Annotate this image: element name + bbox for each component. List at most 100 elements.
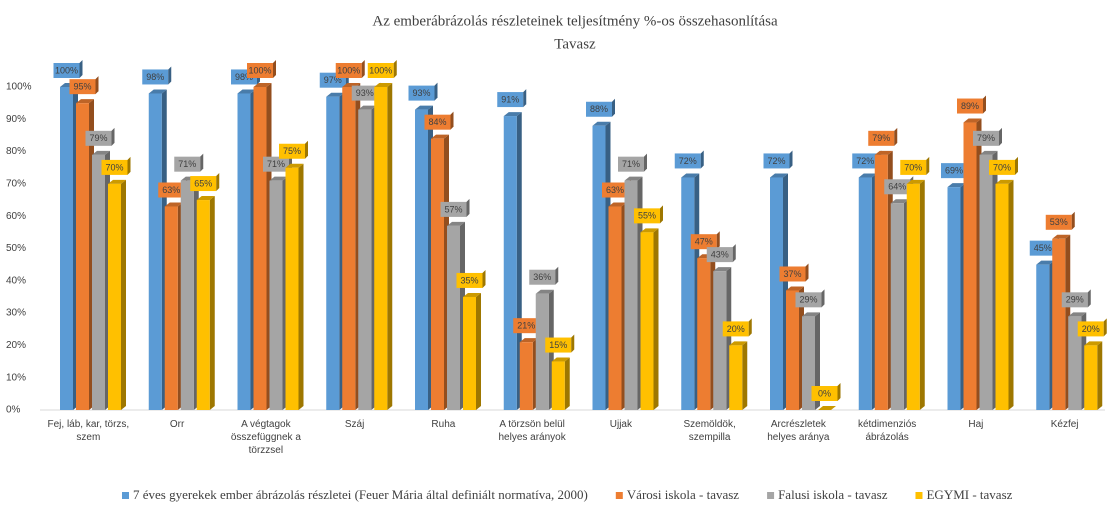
data-label-box (497, 92, 524, 108)
bar (237, 89, 256, 411)
data-label-shadow (523, 89, 527, 108)
data-label: 70% (105, 162, 123, 172)
data-label: 72% (856, 156, 874, 166)
x-tick-label: Ujjak (609, 419, 632, 430)
data-label-shadow (716, 231, 720, 250)
bar (551, 357, 570, 410)
bar (108, 179, 126, 410)
bar-front (164, 206, 178, 410)
x-tick-label: kétdimenziós ábrázolás (857, 419, 917, 443)
data-label-shadow (1015, 156, 1018, 175)
data-label-box (586, 101, 612, 117)
bar-front (519, 342, 533, 410)
bar (431, 134, 449, 410)
bar (592, 121, 611, 410)
bar-side (121, 179, 126, 410)
bar-top (592, 121, 611, 126)
bar-front (358, 109, 372, 411)
bar-side (516, 112, 522, 410)
x-tick-label: Ruha (431, 419, 456, 430)
data-label-box (456, 272, 483, 288)
data-label: 91% (501, 94, 519, 104)
data-label: 64% (888, 182, 906, 192)
bar-side (564, 357, 570, 410)
data-label-box (142, 69, 169, 85)
bar-top (858, 173, 877, 178)
data-label: 97% (324, 75, 342, 85)
data-label: 70% (904, 162, 922, 172)
bar-top (1084, 341, 1103, 346)
data-label-shadow (1071, 211, 1075, 230)
bar-side (476, 292, 481, 410)
data-label-shadow (732, 244, 736, 263)
data-label-shadow (700, 150, 704, 169)
bar-top (608, 202, 627, 207)
bar-front (681, 177, 695, 410)
data-label: 55% (638, 211, 656, 221)
data-label: 70% (993, 162, 1011, 172)
data-label-shadow (305, 140, 308, 159)
bar-front (963, 122, 977, 410)
bar (713, 267, 732, 410)
data-label-box (408, 85, 435, 101)
bar-front (592, 125, 606, 410)
data-label: 47% (695, 237, 713, 247)
data-label: 15% (549, 340, 567, 350)
x-tick-label: A törzsön belül helyes arányok (498, 419, 566, 443)
data-label-box (513, 318, 540, 334)
bar-top (770, 173, 788, 178)
bar (60, 83, 78, 410)
data-label-box (335, 63, 362, 78)
data-label: 69% (945, 166, 963, 176)
data-label-shadow (555, 266, 559, 285)
y-tick-label: 30% (6, 308, 26, 319)
bar-top (818, 406, 836, 410)
data-label-box (247, 63, 273, 78)
data-label-shadow (127, 156, 131, 175)
bar-top (551, 357, 570, 362)
bar-front (858, 177, 872, 410)
data-label-shadow (837, 383, 841, 401)
y-tick-label: 50% (6, 243, 26, 254)
data-label-shadow (983, 95, 986, 114)
bar-front (624, 180, 638, 410)
x-tick-label: Fej, láb, kar, törzs, szem (47, 419, 130, 443)
bar-side (209, 196, 215, 410)
data-label-shadow (168, 66, 172, 85)
data-label-shadow (79, 60, 83, 78)
data-label-box (941, 163, 967, 179)
x-tick-label: Orr (169, 419, 185, 430)
data-label-box (424, 114, 451, 130)
bar-front (1052, 238, 1066, 410)
bar (906, 179, 925, 410)
bar-front (269, 180, 283, 410)
data-label: 20% (727, 324, 745, 334)
bar-side (387, 83, 393, 410)
bar-top (624, 176, 643, 181)
bar (342, 83, 361, 410)
bar-front (608, 206, 622, 410)
bar (285, 163, 304, 410)
legend-label: Falusi iskola - tavasz (778, 487, 888, 502)
bar-top (326, 92, 345, 97)
bar-front (285, 167, 299, 410)
data-label-box (795, 292, 822, 308)
bar (770, 173, 788, 410)
chart-title: Az emberábrázolás részleteinek teljesítm… (372, 13, 778, 29)
bar-front (447, 225, 460, 410)
data-label-shadow (111, 127, 115, 146)
data-label-box (545, 337, 572, 353)
data-label: 93% (356, 88, 374, 98)
x-tick-label: A végtagok összefüggnek a törzzsel (230, 419, 301, 456)
bar (358, 105, 377, 411)
legend-marker (915, 492, 923, 499)
bar-front (92, 154, 105, 410)
bar-top (431, 134, 449, 139)
bar (995, 179, 1014, 410)
bar-top (681, 173, 700, 178)
bar (180, 176, 199, 410)
data-label-box (811, 386, 838, 401)
data-label-box (722, 321, 749, 337)
